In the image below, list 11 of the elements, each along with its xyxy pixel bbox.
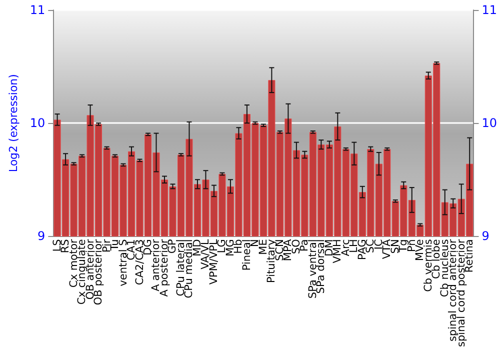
y-tick-label: 9	[38, 229, 46, 244]
y2-tick-label: 9	[482, 229, 490, 244]
x-tick-label: Retina	[464, 239, 476, 273]
x-tick-label: Tg	[398, 239, 410, 254]
x-tick-label: OB posterior	[92, 238, 105, 306]
y2-tick-label: 10	[482, 116, 498, 130]
y-tick-label: 10	[30, 116, 46, 130]
y2-tick-label: 11	[482, 3, 498, 17]
y-tick-label: 11	[30, 3, 46, 17]
x-tick-label: Pituitary	[266, 239, 278, 283]
y-axis-title: Log2 (expression)	[7, 74, 20, 172]
